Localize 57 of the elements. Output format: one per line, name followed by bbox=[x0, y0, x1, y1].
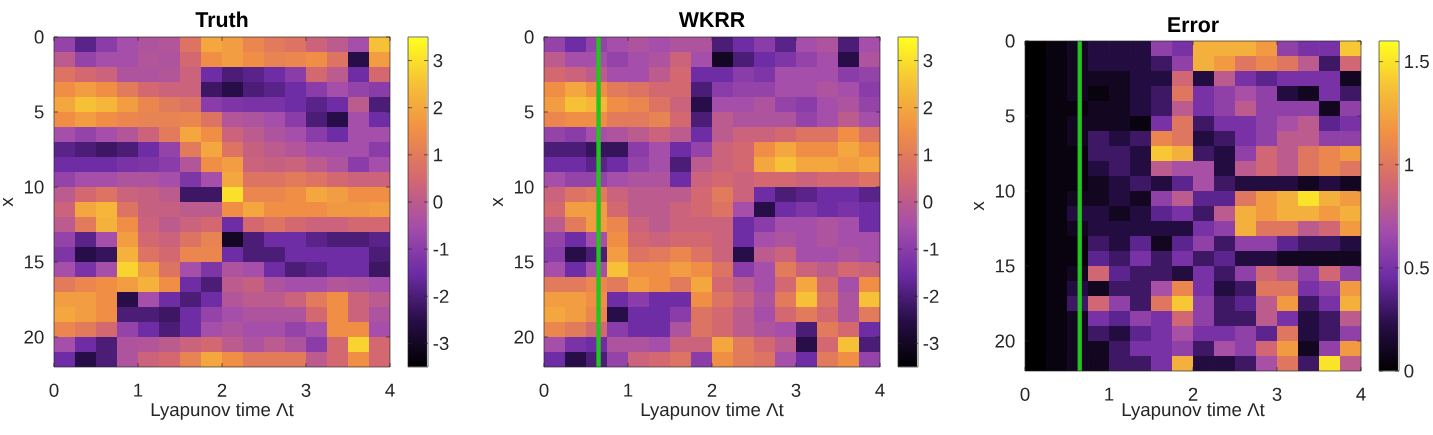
color-bar-label: 1 bbox=[924, 148, 933, 162]
color-bar-label: -1 bbox=[433, 242, 449, 256]
x-tick-label: 3 bbox=[791, 383, 801, 397]
x-tick-label: 2 bbox=[707, 383, 717, 397]
y-axis-title: x bbox=[3, 197, 13, 207]
color-bar-label: 0.5 bbox=[1404, 261, 1429, 275]
x-tick-label: 3 bbox=[301, 383, 311, 397]
x-tick-label: 1 bbox=[624, 383, 633, 397]
x-tick-label: 4 bbox=[385, 383, 395, 397]
chart-title: Error bbox=[1168, 17, 1219, 33]
color-bar-label: 0 bbox=[923, 195, 933, 209]
color-bar-label: 1.5 bbox=[1405, 55, 1429, 69]
y-tick-label: 5 bbox=[34, 105, 44, 119]
color-bar-label: 1 bbox=[1405, 158, 1414, 172]
color-bar-label: 3 bbox=[433, 53, 443, 68]
y-axis-title: x bbox=[974, 201, 984, 211]
y-tick-label: 10 bbox=[995, 184, 1015, 198]
x-tick-label: 4 bbox=[875, 383, 885, 397]
y-tick-label: 20 bbox=[995, 334, 1015, 348]
y-tick-label: 0 bbox=[524, 30, 534, 44]
color-bar-label: -1 bbox=[923, 242, 939, 256]
x-axis-title: Lyapunov time Λt bbox=[641, 402, 784, 420]
color-bar-label: -3 bbox=[433, 336, 449, 351]
color-bar-label: 0 bbox=[1404, 364, 1414, 378]
chart-title: WKRR bbox=[678, 12, 745, 27]
color-bar-label: 3 bbox=[923, 53, 933, 68]
color-bar-label: 1 bbox=[434, 148, 443, 162]
y-tick-label: 15 bbox=[995, 259, 1015, 273]
y-tick-label: 20 bbox=[24, 330, 44, 344]
color-bar-label: 2 bbox=[923, 101, 933, 115]
x-tick-label: 0 bbox=[539, 383, 549, 397]
x-tick-label: 0 bbox=[49, 383, 59, 397]
y-tick-label: 5 bbox=[524, 105, 534, 119]
color-bar-label: -2 bbox=[433, 289, 449, 303]
x-axis-title: Lyapunov time Λt bbox=[151, 402, 294, 420]
x-tick-label: 1 bbox=[134, 383, 143, 397]
x-tick-label: 2 bbox=[1188, 387, 1198, 401]
y-tick-label: 10 bbox=[24, 180, 44, 194]
x-tick-label: 0 bbox=[1020, 387, 1030, 401]
y-tick-label: 10 bbox=[514, 180, 534, 194]
x-tick-label: 1 bbox=[1105, 387, 1114, 401]
y-tick-label: 20 bbox=[514, 330, 534, 344]
chart-title: Truth bbox=[195, 11, 248, 28]
color-bar-label: 2 bbox=[433, 101, 443, 115]
y-tick-label: 15 bbox=[514, 255, 534, 269]
y-tick-label: 5 bbox=[1005, 109, 1015, 123]
y-tick-label: 0 bbox=[1005, 34, 1015, 48]
y-tick-label: 0 bbox=[34, 30, 44, 44]
x-tick-label: 3 bbox=[1272, 387, 1282, 401]
y-tick-label: 15 bbox=[24, 255, 44, 269]
x-tick-label: 2 bbox=[217, 383, 227, 397]
color-bar-label: -2 bbox=[923, 289, 939, 303]
x-axis-title: Lyapunov time Λt bbox=[1122, 402, 1265, 420]
color-bar-label: -3 bbox=[923, 336, 939, 351]
y-axis-title: x bbox=[493, 197, 503, 207]
color-bar-label: 0 bbox=[433, 195, 443, 209]
x-tick-label: 4 bbox=[1356, 387, 1366, 401]
